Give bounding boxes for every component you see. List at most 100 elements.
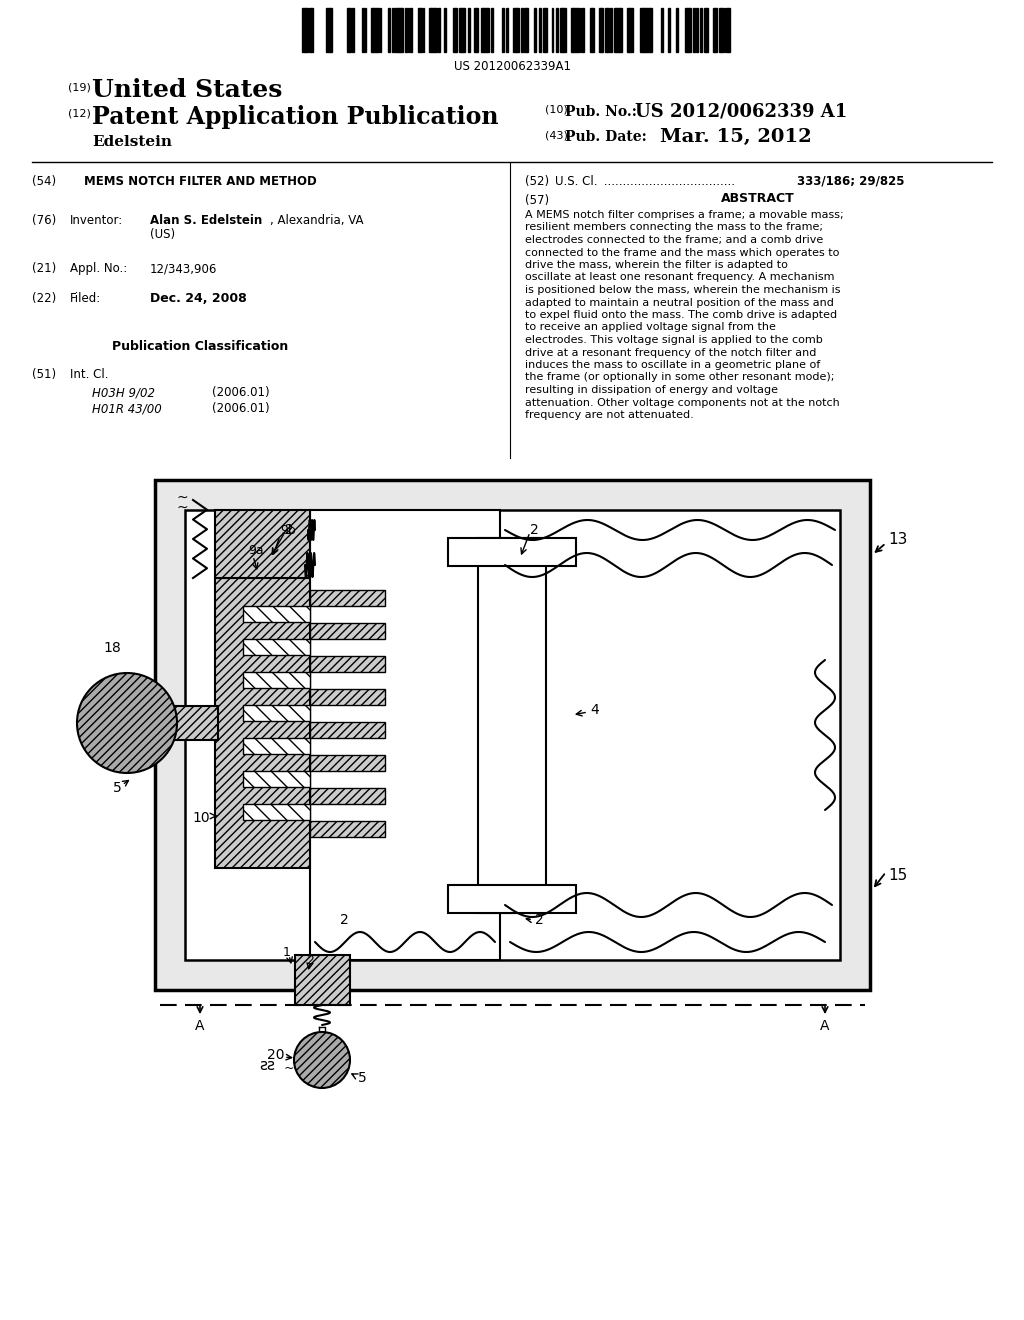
- Text: the frame (or optionally in some other resonant mode);: the frame (or optionally in some other r…: [525, 372, 835, 383]
- Bar: [310, 755, 385, 771]
- Bar: [375, 8, 377, 51]
- Bar: [689, 8, 691, 51]
- Text: ~: ~: [176, 491, 187, 506]
- Bar: [243, 705, 310, 721]
- Bar: [575, 8, 578, 51]
- Text: ~: ~: [284, 1061, 295, 1074]
- Text: 2: 2: [285, 523, 294, 537]
- Text: electrodes connected to the frame; and a comb drive: electrodes connected to the frame; and a…: [525, 235, 823, 246]
- Text: resilient members connecting the mass to the frame;: resilient members connecting the mass to…: [525, 223, 823, 232]
- Text: Alan S. Edelstein: Alan S. Edelstein: [150, 214, 262, 227]
- Bar: [507, 8, 508, 51]
- Text: US 20120062339A1: US 20120062339A1: [454, 59, 570, 73]
- Text: drive at a resonant frequency of the notch filter and: drive at a resonant frequency of the not…: [525, 347, 816, 358]
- Bar: [421, 8, 422, 51]
- Text: (2006.01): (2006.01): [212, 385, 269, 399]
- Text: (2006.01): (2006.01): [212, 403, 269, 414]
- Bar: [476, 8, 478, 51]
- Bar: [474, 8, 476, 51]
- Text: 4: 4: [590, 704, 599, 717]
- Text: (52): (52): [525, 176, 549, 187]
- Bar: [399, 8, 400, 51]
- Bar: [326, 8, 328, 51]
- Bar: [410, 8, 412, 51]
- Bar: [614, 8, 615, 51]
- Bar: [648, 8, 650, 51]
- Text: 2: 2: [535, 913, 544, 927]
- Bar: [349, 8, 351, 51]
- Bar: [215, 510, 310, 578]
- Text: United States: United States: [92, 78, 283, 102]
- Bar: [715, 8, 717, 51]
- Bar: [599, 8, 601, 51]
- Bar: [310, 821, 385, 837]
- Text: ABSTRACT: ABSTRACT: [721, 191, 795, 205]
- Bar: [371, 8, 373, 51]
- Bar: [396, 8, 398, 51]
- Text: connected to the frame and the mass which operates to: connected to the frame and the mass whic…: [525, 248, 840, 257]
- Bar: [605, 8, 607, 51]
- Bar: [517, 8, 519, 51]
- Bar: [468, 8, 470, 51]
- Bar: [423, 8, 425, 51]
- Bar: [310, 510, 500, 960]
- Bar: [295, 954, 350, 1005]
- Text: (21): (21): [32, 261, 56, 275]
- Bar: [453, 8, 455, 51]
- Bar: [556, 8, 558, 51]
- Bar: [618, 8, 621, 51]
- Bar: [539, 8, 541, 51]
- Bar: [243, 639, 310, 655]
- Text: (19): (19): [68, 83, 91, 92]
- Text: 333/186; 29/825: 333/186; 29/825: [797, 176, 904, 187]
- Bar: [459, 8, 461, 51]
- Bar: [662, 8, 664, 51]
- Bar: [328, 8, 330, 51]
- Text: to expel fluid onto the mass. The comb drive is adapted: to expel fluid onto the mass. The comb d…: [525, 310, 838, 319]
- Bar: [418, 8, 420, 51]
- Text: Int. Cl.: Int. Cl.: [70, 368, 109, 381]
- Bar: [560, 8, 562, 51]
- Bar: [310, 755, 385, 771]
- Text: to receive an applied voltage signal from the: to receive an applied voltage signal fro…: [525, 322, 776, 333]
- Bar: [455, 8, 457, 51]
- Bar: [492, 8, 494, 51]
- Bar: [401, 8, 403, 51]
- Text: U.S. Cl.: U.S. Cl.: [555, 176, 597, 187]
- Bar: [523, 8, 525, 51]
- Bar: [552, 8, 554, 51]
- Bar: [719, 8, 721, 51]
- Bar: [243, 606, 310, 622]
- Bar: [170, 706, 218, 741]
- Text: (12): (12): [68, 108, 91, 117]
- Circle shape: [77, 673, 177, 774]
- Text: MEMS NOTCH FILTER AND METHOD: MEMS NOTCH FILTER AND METHOD: [84, 176, 316, 187]
- Text: ƨƨ: ƨƨ: [259, 1057, 275, 1072]
- Text: 9a: 9a: [248, 544, 263, 557]
- Bar: [429, 8, 431, 51]
- Bar: [243, 738, 310, 754]
- Text: A MEMS notch filter comprises a frame; a movable mass;: A MEMS notch filter comprises a frame; a…: [525, 210, 844, 220]
- Bar: [243, 804, 310, 820]
- Bar: [243, 672, 310, 688]
- Text: H03H 9/02: H03H 9/02: [92, 385, 155, 399]
- Bar: [650, 8, 652, 51]
- Bar: [215, 578, 310, 869]
- Bar: [394, 8, 396, 51]
- Bar: [310, 656, 385, 672]
- Circle shape: [294, 1032, 350, 1088]
- Bar: [330, 8, 332, 51]
- Bar: [464, 8, 465, 51]
- Bar: [406, 8, 408, 51]
- Bar: [713, 8, 715, 51]
- Bar: [408, 8, 410, 51]
- Bar: [521, 8, 523, 51]
- Bar: [243, 672, 310, 688]
- Bar: [573, 8, 575, 51]
- Text: 13: 13: [888, 532, 907, 548]
- Bar: [433, 8, 435, 51]
- Bar: [502, 8, 504, 51]
- Text: Appl. No.:: Appl. No.:: [70, 261, 127, 275]
- Bar: [461, 8, 463, 51]
- Text: 10: 10: [193, 810, 210, 825]
